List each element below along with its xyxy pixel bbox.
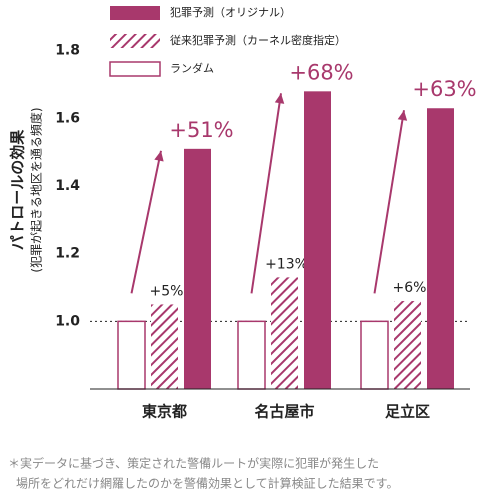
arrow-shaft [250,93,282,294]
arrow-shaft [130,150,162,294]
y-axis-title: パトロールの効果 [9,129,27,250]
bar [304,91,331,389]
legend-swatch [110,6,160,20]
x-tick-label: 名古屋市 [254,403,314,421]
y-tick-label: 1.0 [55,313,80,329]
bar-annotation: +51% [169,118,233,142]
legend-label: 従来犯罪予測（カーネル密度指定） [170,33,346,47]
y-tick-label: 1.8 [55,43,80,59]
bar-annotation: +63% [412,77,476,101]
bar-annotation: +68% [289,60,353,84]
y-tick-label: 1.2 [55,246,80,262]
legend-swatch [110,34,160,48]
bar [271,277,298,389]
x-tick-label: 東京都 [142,403,187,421]
footnote: 場所をどれだけ網羅したのかを警備効果として計算検証した結果です。 [16,476,398,491]
bar [360,320,389,390]
bar [117,320,146,390]
bar [184,148,211,389]
bar [237,320,266,390]
arrow-head [397,110,408,121]
bar [151,304,178,389]
bar-annotation: +13% [265,256,308,272]
bar-annotation: +5% [150,283,184,299]
y-tick-label: 1.6 [55,110,80,126]
arrow-head [154,150,164,162]
arrow-head [274,93,285,104]
legend-swatch [109,61,161,77]
footnote: ＊実データに基づき、策定された警備ルートが実際に犯罪が発生した [8,456,379,471]
legend-label: ランダム [170,61,214,75]
bar-annotation: +6% [393,280,427,296]
legend-label: 犯罪予測（オリジナル） [170,5,291,19]
bar [394,301,421,389]
y-tick-label: 1.4 [55,178,80,194]
bar [427,108,454,390]
y-axis-subtitle: (犯罪が起きる地区を通る頻度) [29,107,44,272]
arrow-shaft [373,110,405,294]
x-tick-label: 足立区 [385,403,430,421]
